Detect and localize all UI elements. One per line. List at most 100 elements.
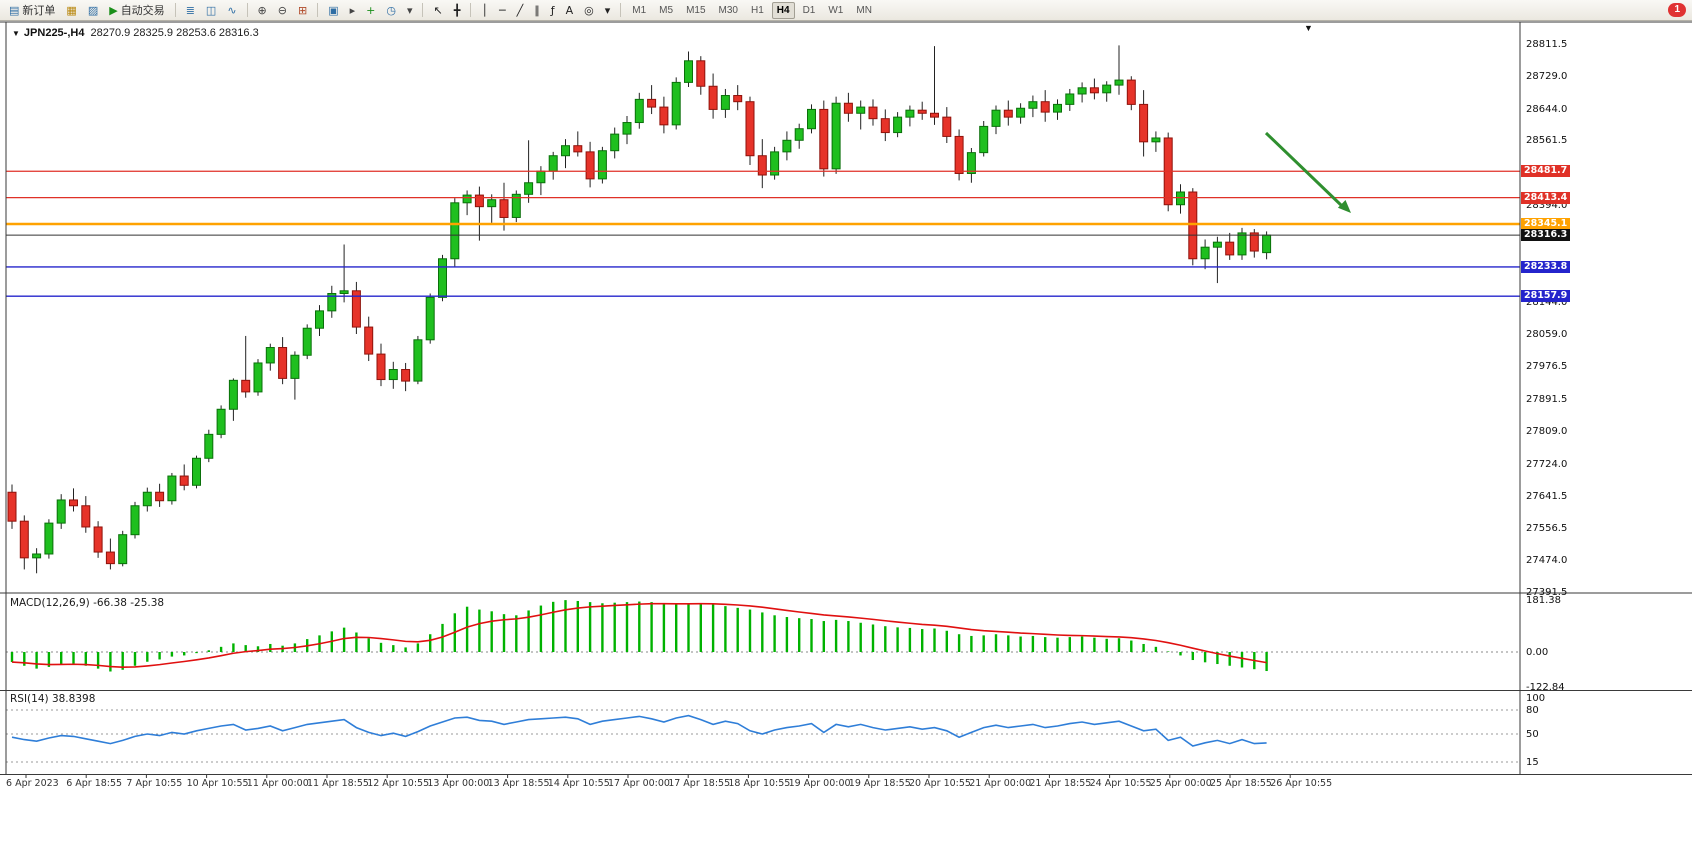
rsi-indicator-label: RSI(14) 38.8398 xyxy=(10,693,96,705)
bar-chart-button[interactable]: ≣ xyxy=(181,1,200,20)
toolbar-separator xyxy=(317,3,319,17)
tile-windows-icon: ⊞ xyxy=(297,3,308,17)
macd-axis-label: 0.00 xyxy=(1526,647,1549,658)
tab-timeframe-m30[interactable]: M30 xyxy=(718,4,738,16)
periods-button[interactable]: ◷ xyxy=(381,1,401,20)
toolbar: ▤ 新订单 ▦ ▨ ▶ 自动交易 ≣ ◫ ∿ ⊕ ⊖ ⊞ ▣ ▸ + ◷ ▾ ↖ ╋ │ ─ ╱ ∥ ƒ A ◎ ▾ M1 M5 M15 M… xyxy=(0,0,1692,21)
time-axis-label: 25 Apr 18:55 xyxy=(1210,778,1272,789)
text-button[interactable]: A xyxy=(561,1,579,20)
price-level-badge: 28157.9 xyxy=(1521,290,1571,303)
tab-timeframe-w1[interactable]: W1 xyxy=(828,4,844,16)
auto-trading-icon: ▶ xyxy=(109,3,118,17)
vertical-line-button[interactable]: │ xyxy=(476,1,493,20)
templates-button[interactable]: ▾ xyxy=(402,1,418,20)
time-axis-label: 20 Apr 10:55 xyxy=(909,778,971,789)
price-axis-label: 27641.5 xyxy=(1526,490,1568,502)
price-axis-label: 28394.0 xyxy=(1526,200,1568,212)
macd-indicator-label: MACD(12,26,9) -66.38 -25.38 xyxy=(10,597,165,609)
tab-timeframe-h1[interactable]: H1 xyxy=(750,4,764,16)
price-axis-label: 27976.5 xyxy=(1526,361,1568,373)
chart-symbol-header: ▼ JPN225-,H4 28270.9 28325.9 28253.6 28316… xyxy=(12,27,259,39)
new-order-button[interactable]: ▤ 新订单 xyxy=(4,1,60,20)
price-axis-label: 27724.0 xyxy=(1526,458,1568,470)
toolbar-separator xyxy=(174,3,176,17)
price-axis-label: 28059.0 xyxy=(1526,329,1568,341)
tab-timeframe-m1[interactable]: M1 xyxy=(632,4,647,16)
price-axis-label: 27891.5 xyxy=(1526,394,1568,406)
indicators-button[interactable]: + xyxy=(361,1,380,20)
time-axis-label: 10 Apr 10:55 xyxy=(186,778,249,789)
toolbar-separator xyxy=(470,3,472,17)
time-axis-label: 25 Apr 00:00 xyxy=(1149,778,1212,789)
time-axis-label: 12 Apr 10:55 xyxy=(367,778,430,789)
vertical-line-icon: │ xyxy=(481,3,488,17)
new-order-icon: ▤ xyxy=(9,3,20,17)
templates-icon: ▾ xyxy=(406,3,413,17)
channel-button[interactable]: ∥ xyxy=(529,1,545,20)
cursor-button[interactable]: ↖ xyxy=(428,1,447,20)
time-axis-label: 24 Apr 10:55 xyxy=(1089,778,1152,789)
horizontal-line-button[interactable]: ─ xyxy=(494,1,511,20)
price-axis-label: 28561.5 xyxy=(1526,135,1568,147)
price-axis-label: 27809.0 xyxy=(1526,425,1568,437)
tile-windows-button[interactable]: ⊞ xyxy=(293,1,312,20)
tab-timeframe-mn[interactable]: MN xyxy=(856,4,872,16)
zoom-out-button[interactable]: ⊖ xyxy=(273,1,292,20)
chart-window-icon: ▦ xyxy=(66,3,77,17)
macd-axis-label: -122.84 xyxy=(1526,682,1565,694)
equidistant-channel-icon: ∥ xyxy=(534,3,540,17)
price-level-badge: 28481.7 xyxy=(1521,165,1571,178)
time-axis-label: 17 Apr 18:55 xyxy=(668,778,731,789)
auto-scroll-button[interactable]: ▸ xyxy=(345,1,361,20)
price-axis-label: 27474.0 xyxy=(1526,555,1568,567)
arrow-tool-button[interactable]: ◎ xyxy=(579,1,599,20)
charts-button[interactable]: ▦ xyxy=(61,1,81,20)
auto-trading-button[interactable]: ▶ 自动交易 xyxy=(104,1,169,20)
trendline-button[interactable]: ╱ xyxy=(512,1,529,20)
rsi-axis-label: 50 xyxy=(1526,729,1539,740)
time-axis-label: 21 Apr 18:55 xyxy=(1029,778,1092,789)
auto-trading-button-label: 自动交易 xyxy=(120,5,165,17)
profiles-icon: ▨ xyxy=(87,3,99,17)
time-axis-label: 11 Apr 00:00 xyxy=(246,778,309,789)
rsi-axis-label: 100 xyxy=(1526,693,1546,704)
candlestick-chart-button[interactable]: ◫ xyxy=(201,1,221,20)
tab-timeframe-m5[interactable]: M5 xyxy=(659,4,674,16)
time-axis-label: 6 Apr 2023 xyxy=(6,778,59,789)
fibonacci-button[interactable]: ƒ xyxy=(546,1,560,20)
time-axis-label: 19 Apr 00:00 xyxy=(788,778,851,789)
zoom-in-icon: ⊕ xyxy=(257,3,267,17)
time-axis-label: 11 Apr 18:55 xyxy=(307,778,369,789)
time-axis-label: 17 Apr 00:00 xyxy=(608,778,670,789)
price-level-badge: 28233.8 xyxy=(1521,260,1571,273)
price-axis-label: 28644.0 xyxy=(1526,103,1568,115)
price-level-badge: 28316.3 xyxy=(1521,229,1571,242)
cursor-icon: ↖ xyxy=(433,3,443,17)
line-chart-icon: ∿ xyxy=(227,3,237,17)
ohlc-values: 28270.9 28325.9 28253.6 28316.3 xyxy=(90,27,259,39)
price-axis-label: 27391.5 xyxy=(1526,587,1568,598)
tab-timeframe-h4[interactable]: H4 xyxy=(771,1,795,19)
new-order-button-label: 新订单 xyxy=(22,5,56,17)
arrange-windows-button[interactable]: ▣ xyxy=(323,1,343,20)
horizontal-line-icon: ─ xyxy=(498,3,506,17)
line-chart-button[interactable]: ∿ xyxy=(222,1,241,20)
arrow-object-icon: ◎ xyxy=(584,3,594,17)
profiles-button[interactable]: ▨ xyxy=(83,1,103,20)
zoom-in-button[interactable]: ⊕ xyxy=(253,1,272,20)
tab-timeframe-d1[interactable]: D1 xyxy=(802,4,816,16)
arrange-windows-icon: ▣ xyxy=(328,3,339,17)
price-level-badge: 28413.4 xyxy=(1521,191,1571,204)
time-axis-label: 13 Apr 18:55 xyxy=(487,778,550,789)
time-axis-label: 21 Apr 00:00 xyxy=(969,778,1032,789)
time-axis-label: 19 Apr 18:55 xyxy=(848,778,911,789)
tab-timeframe-m15[interactable]: M15 xyxy=(686,4,706,16)
crosshair-button[interactable]: ╋ xyxy=(449,1,466,20)
time-axis-label: 13 Apr 00:00 xyxy=(427,778,490,789)
shapes-button[interactable]: ▾ xyxy=(600,1,616,20)
chart-menu-triangle-icon[interactable]: ▼ xyxy=(12,29,20,38)
notification-badge[interactable]: 1 xyxy=(1668,3,1686,17)
chart-shift-marker-icon[interactable]: ▼ xyxy=(1304,23,1313,33)
